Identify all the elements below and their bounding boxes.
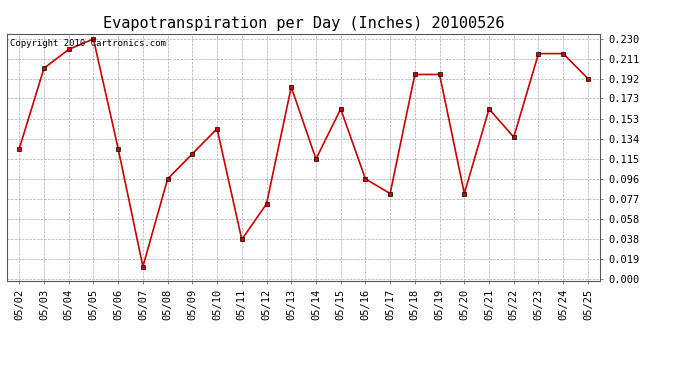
Title: Evapotranspiration per Day (Inches) 20100526: Evapotranspiration per Day (Inches) 2010…	[103, 16, 504, 31]
Text: Copyright 2010 Cartronics.com: Copyright 2010 Cartronics.com	[10, 39, 166, 48]
